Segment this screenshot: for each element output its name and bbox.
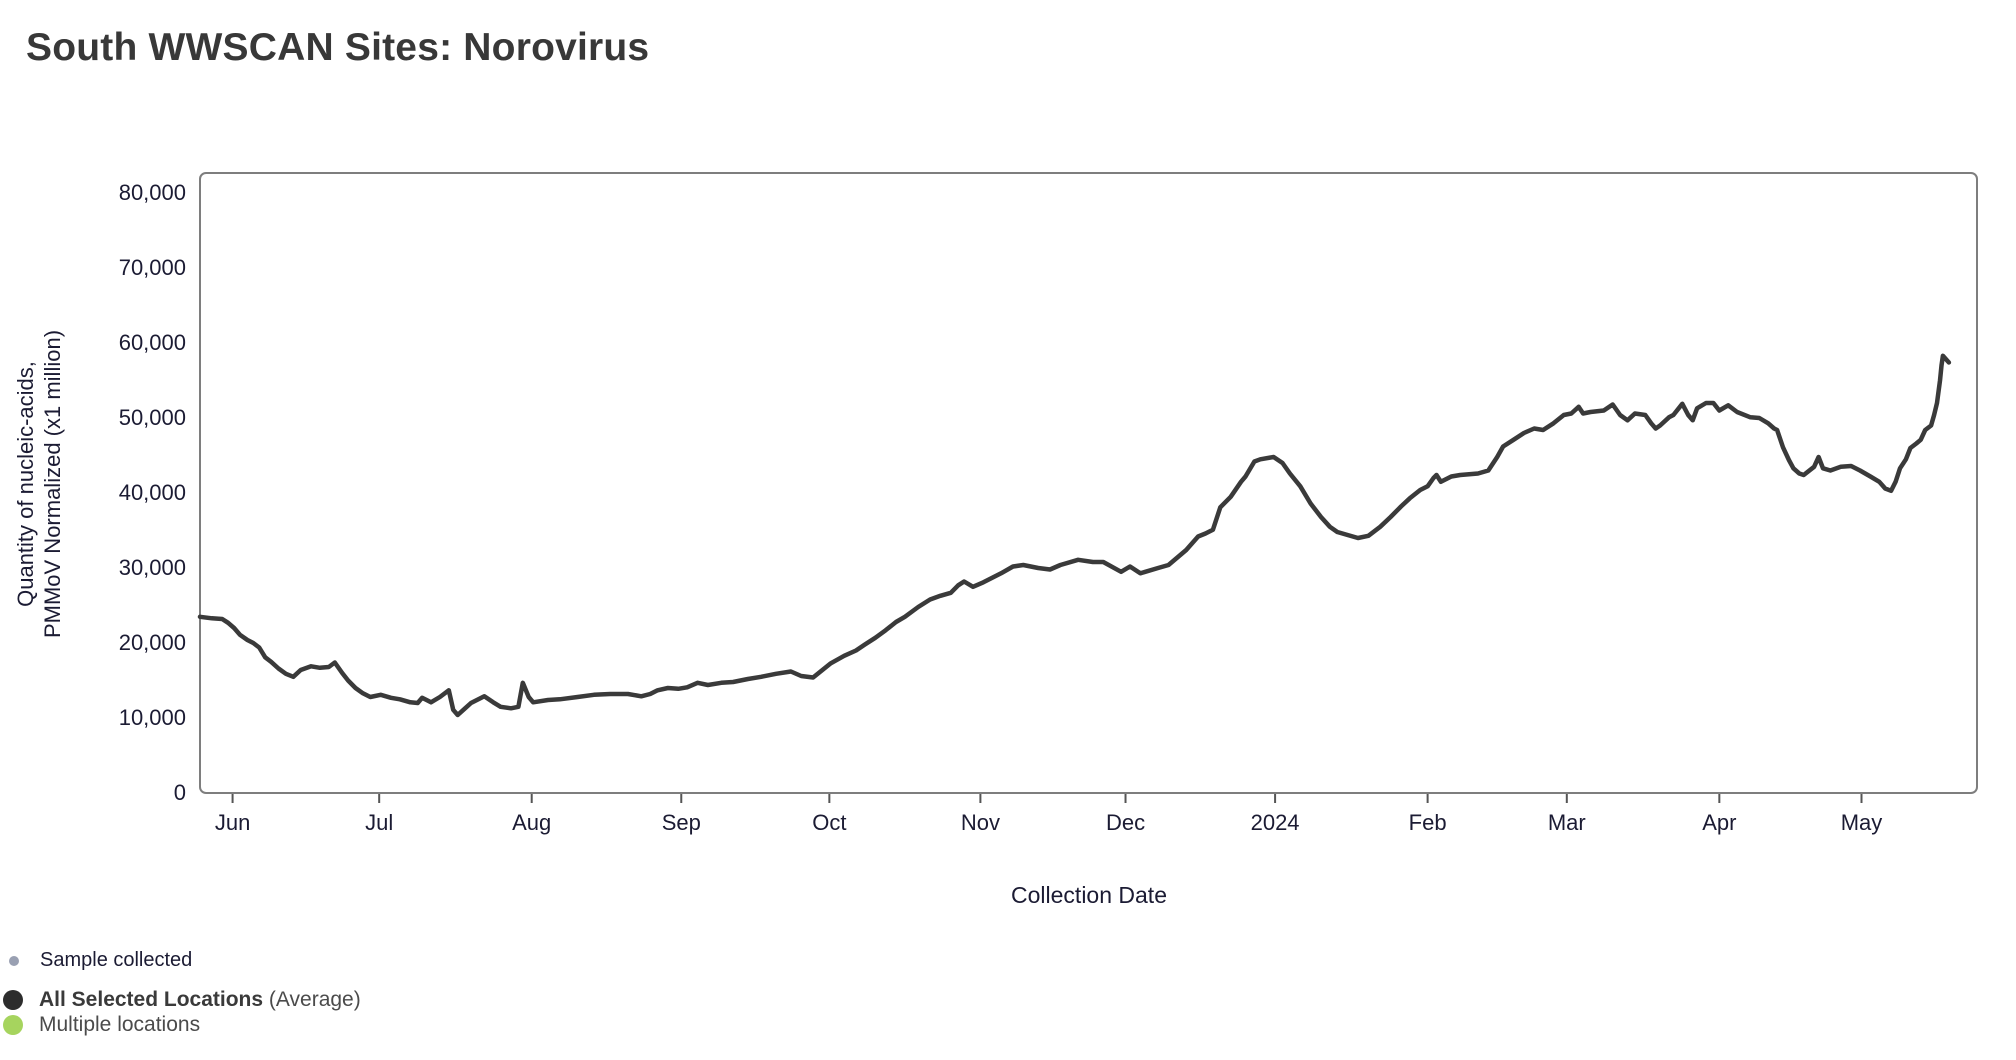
all-selected-locations-label: All Selected Locations (Average)	[39, 988, 361, 1011]
y-tick-label: 70,000	[118, 255, 186, 280]
page-title: South WWSCAN Sites: Norovirus	[26, 26, 650, 69]
legend-item-multiple-locations: Multiple locations	[0, 1013, 200, 1037]
plot-area[interactable]	[199, 172, 1978, 794]
y-tick-label: 40,000	[118, 480, 186, 505]
x-tick-marks	[231, 794, 1863, 803]
x-tick-label: Aug	[512, 810, 552, 835]
x-tick-label: Oct	[812, 810, 847, 835]
x-tick-label: Sep	[661, 810, 701, 835]
legend-item-sample-collected: Sample collected	[0, 949, 192, 972]
sample-collected-label: Sample collected	[40, 949, 193, 971]
y-tick-label: 10,000	[118, 705, 186, 730]
x-tick-label: Nov	[960, 810, 1000, 835]
x-axis-title: Collection Date	[1011, 882, 1167, 908]
sample-collected-dot	[9, 955, 19, 966]
y-tick-label: 50,000	[118, 405, 186, 430]
y-tick-label: 60,000	[118, 330, 186, 355]
multiple-locations-dot	[3, 1015, 23, 1035]
x-tick-label: Dec	[1105, 810, 1146, 835]
legend-item-all-selected-locations: All Selected Locations (Average)	[0, 988, 361, 1012]
y-tick-label: 30,000	[118, 555, 186, 580]
y-tick-label: 80,000	[118, 180, 186, 205]
x-tick-label: Mar	[1547, 810, 1586, 835]
x-tick-label: Feb	[1408, 810, 1447, 835]
y-tick-label: 0	[173, 780, 186, 805]
x-tick-label: Jul	[365, 810, 394, 835]
x-tick-label: Jun	[214, 810, 251, 835]
all-selected-locations-dot	[3, 990, 23, 1010]
x-tick-label: May	[1840, 810, 1883, 835]
y-tick-label: 20,000	[118, 630, 186, 655]
multiple-locations-label: Multiple locations	[39, 1013, 201, 1036]
x-tick-label: Apr	[1702, 810, 1737, 835]
series-line-all-selected-locations[interactable]	[197, 353, 1952, 718]
x-tick-label: 2024	[1250, 810, 1300, 835]
